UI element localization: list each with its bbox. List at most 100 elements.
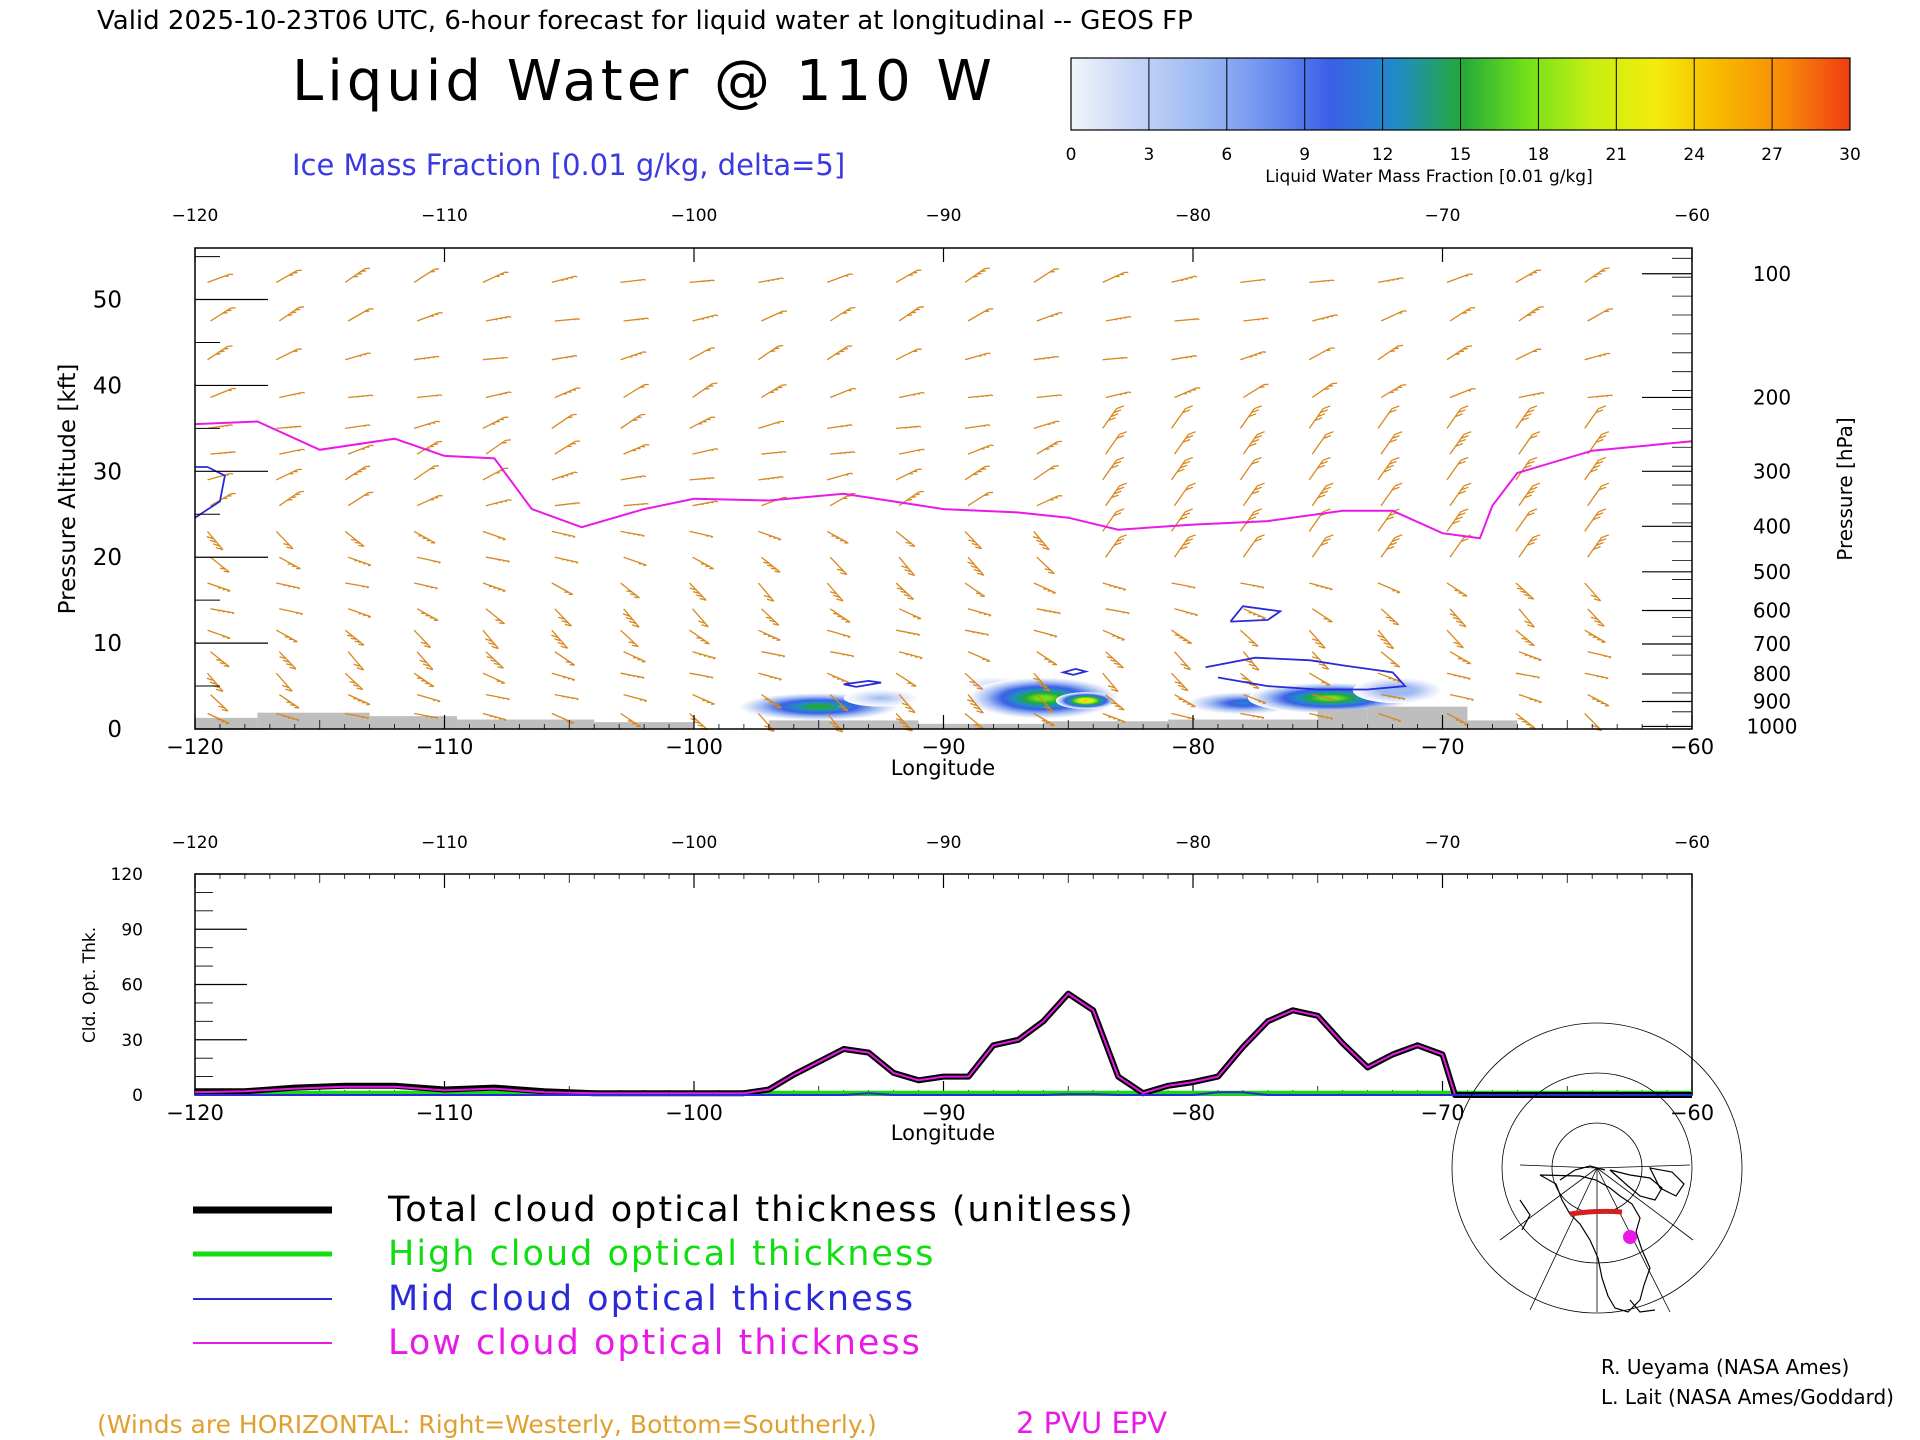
wind-barb — [895, 348, 922, 361]
wind-barb — [895, 269, 922, 283]
wind-barb — [967, 444, 994, 455]
wind-barb — [1309, 279, 1335, 284]
credit-2: L. Lait (NASA Ames/Goddard) — [1601, 1385, 1894, 1409]
wind-barb — [276, 425, 302, 430]
wind-barb — [1446, 273, 1473, 284]
wind-barb — [1239, 456, 1262, 481]
x-tick-label: −60 — [1670, 1101, 1714, 1125]
wind-barb — [1515, 269, 1542, 283]
wind-barb — [554, 387, 581, 399]
wind-barb — [758, 420, 785, 430]
wind-barb — [964, 629, 989, 636]
wind-barb — [551, 355, 578, 361]
wind-barb — [1518, 391, 1545, 399]
wind-barb — [692, 448, 719, 455]
wind-barb — [348, 394, 374, 399]
wind-barb — [551, 530, 576, 538]
x-tick-label: −100 — [665, 735, 723, 759]
wind-barb — [898, 306, 924, 322]
wind-barb — [830, 651, 855, 658]
x-tick-label: −90 — [921, 735, 965, 759]
wind-barb — [554, 693, 579, 701]
wind-barb — [898, 490, 924, 507]
wind-barb — [1515, 456, 1538, 481]
wind-barb — [689, 347, 715, 361]
wind-barb — [964, 672, 984, 690]
wind-barb — [761, 651, 786, 658]
wind-barb — [551, 275, 578, 284]
x-tick-label: −100 — [665, 1101, 723, 1125]
wind-barb — [829, 556, 848, 576]
wind-barb — [1587, 608, 1605, 627]
x-tick-label: −90 — [921, 1101, 965, 1125]
wind-barb — [275, 530, 294, 550]
wind-barb — [692, 500, 719, 507]
wind-barb — [1242, 534, 1265, 558]
wind-barb — [623, 651, 646, 663]
wind-barb — [1308, 347, 1335, 361]
wind-barb — [1102, 712, 1126, 723]
pressure-tick-label: 600 — [1753, 598, 1791, 622]
wind-barb — [1446, 582, 1468, 597]
x-tick-label-top: −120 — [172, 833, 219, 853]
wind-barb — [554, 502, 581, 507]
wind-barb — [1173, 534, 1196, 558]
wind-barb — [1240, 278, 1266, 284]
wind-barb — [1243, 608, 1266, 620]
wind-barb — [413, 420, 440, 430]
wind-barb — [554, 608, 572, 627]
wind-barb — [482, 629, 499, 650]
wind-barb — [1518, 693, 1542, 704]
wind-barb — [207, 273, 234, 284]
wind-barb — [826, 672, 850, 684]
wind-barb — [1102, 271, 1129, 283]
colorbar-tick-label: 12 — [1372, 145, 1394, 165]
wind-barb — [345, 352, 371, 361]
wind-barb — [1033, 582, 1056, 594]
wind-barb — [964, 530, 983, 550]
pressure-tick-label: 1000 — [1747, 714, 1798, 738]
wind-barb — [758, 344, 784, 361]
x-tick-label-top: −80 — [1175, 206, 1211, 226]
wind-barb — [344, 672, 364, 691]
wind-barb — [485, 651, 504, 669]
wind-barb — [1312, 693, 1336, 702]
wind-barb — [413, 530, 436, 544]
wind-barb — [1380, 482, 1403, 507]
wind-barb — [207, 712, 230, 725]
wind-barb — [826, 530, 849, 544]
wind-barb — [1587, 431, 1610, 455]
wind-barb — [623, 502, 649, 507]
wind-barb — [1309, 582, 1333, 591]
wind-barb — [1584, 672, 1609, 680]
wind-barb — [1377, 508, 1400, 532]
wind-barb — [1515, 582, 1535, 600]
wind-barb — [1171, 629, 1193, 644]
wind-barb — [279, 448, 305, 455]
wind-barb — [1446, 629, 1464, 649]
wind-barb — [895, 713, 913, 732]
wind-barb — [1105, 315, 1132, 322]
wind-barb — [413, 465, 439, 481]
wind-barb — [1587, 534, 1610, 558]
wind-barb — [344, 629, 365, 646]
wind-barb — [485, 693, 510, 701]
wind-barb — [1377, 712, 1402, 723]
wind-barb — [1377, 629, 1395, 650]
wind-barb — [1170, 405, 1193, 429]
wind-barb — [1449, 387, 1476, 399]
orography-block — [1043, 721, 1169, 729]
wind-barb — [761, 450, 787, 455]
wind-barb — [1033, 672, 1051, 692]
ice-contour — [843, 679, 882, 688]
wind-barb — [207, 629, 231, 640]
wind-barb — [275, 269, 302, 283]
colorbar-tick-label: 27 — [1761, 145, 1783, 165]
wind-barb — [1587, 651, 1612, 659]
series-line — [195, 1091, 1692, 1096]
wind-barb — [1584, 352, 1611, 361]
x-tick-label: −70 — [1420, 1101, 1464, 1125]
colorbar-tick-label: 21 — [1605, 145, 1627, 165]
wind-barb — [1584, 629, 1606, 643]
wind-barb — [1171, 672, 1189, 692]
